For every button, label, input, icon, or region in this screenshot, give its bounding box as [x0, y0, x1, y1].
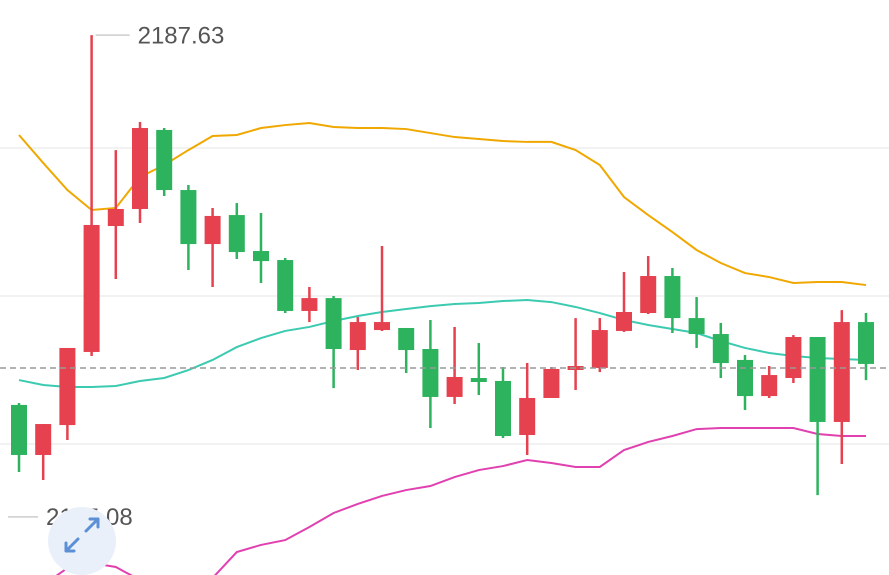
candle-body	[422, 348, 439, 397]
candle-body	[761, 375, 778, 397]
expand-button[interactable]	[48, 507, 116, 575]
candle-body	[688, 318, 705, 335]
candles	[11, 35, 874, 496]
candle-body	[616, 311, 632, 331]
candle-body	[785, 337, 802, 379]
candle-body	[301, 298, 318, 311]
candle-body	[470, 378, 487, 383]
button-icon[interactable]	[64, 517, 100, 553]
candle-body	[107, 208, 124, 227]
candle-body	[737, 359, 753, 397]
candle-body	[277, 260, 294, 311]
candle-body	[809, 337, 826, 422]
candle-body	[156, 129, 173, 191]
candle-body	[11, 404, 27, 455]
candle-body	[83, 224, 100, 352]
candle-body	[446, 376, 463, 397]
annotations: 2187.632155.08	[0, 22, 889, 531]
high-label: 2187.63	[138, 22, 225, 49]
candle-body	[519, 397, 536, 435]
button-bg[interactable]	[48, 507, 116, 575]
candle-body	[495, 380, 511, 437]
candle-body	[325, 298, 342, 349]
candle-body	[833, 322, 850, 422]
grid	[0, 147, 889, 445]
candle-body	[180, 190, 197, 245]
candle-body	[398, 327, 415, 351]
candle-body	[253, 251, 269, 262]
candle-body	[858, 322, 874, 364]
band-line	[55, 427, 866, 575]
candle-body	[640, 276, 657, 314]
candle-body	[59, 347, 76, 426]
candle-body	[35, 424, 52, 455]
candle-body	[543, 368, 560, 398]
candle-body	[228, 215, 245, 253]
candle-body	[132, 128, 148, 209]
candle-body	[349, 322, 366, 351]
candle-body	[712, 334, 729, 364]
candle-body	[664, 276, 681, 319]
candle-body	[591, 330, 608, 368]
candle-body	[204, 215, 221, 245]
candle-body	[374, 322, 390, 331]
